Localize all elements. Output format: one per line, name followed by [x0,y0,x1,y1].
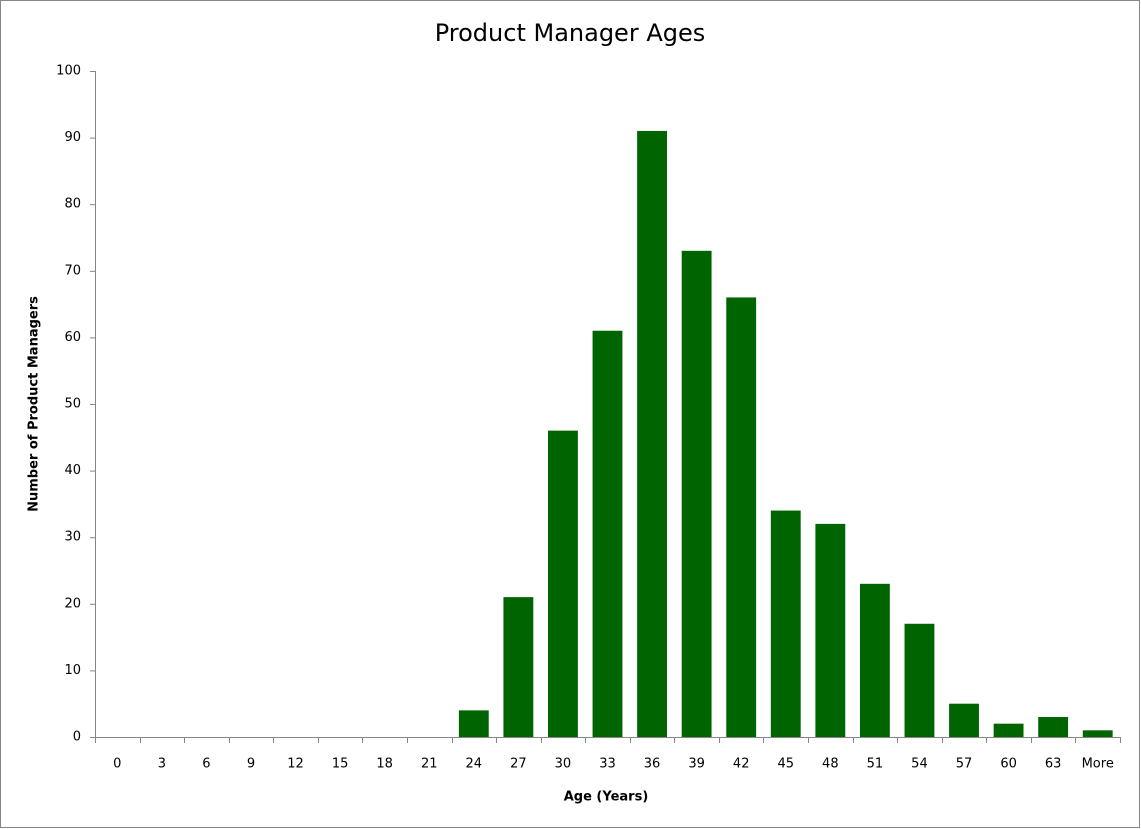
x-tick-label: 48 [822,757,839,772]
x-tick-label: 54 [911,757,928,772]
bar [458,710,489,737]
bar [1082,730,1113,737]
bar [726,297,757,737]
x-tick-label: 9 [247,757,255,772]
y-tick-label: 0 [73,730,81,745]
x-tick-label: 18 [376,757,393,772]
x-tick-label: 15 [332,757,349,772]
x-tick-label: 63 [1045,757,1062,772]
x-tick-label: 21 [421,757,438,772]
y-tick-label: 10 [64,663,81,678]
x-tick-label: 57 [956,757,973,772]
bar [815,523,846,737]
bar [904,623,935,737]
x-tick-label: More [1082,757,1114,772]
x-tick-label: 3 [158,757,166,772]
x-tick-label: 0 [113,757,121,772]
y-tick-label: 80 [64,197,81,212]
x-tick-label: 51 [867,757,884,772]
bar [993,723,1024,737]
x-tick-label: 12 [287,757,304,772]
bar [681,250,712,737]
x-tick-label: 33 [599,757,616,772]
x-tick-label: 36 [644,757,661,772]
y-tick-label: 70 [64,263,81,278]
bar [548,430,578,737]
y-tick-label: 40 [64,463,81,478]
x-tick-label: 24 [466,757,483,772]
bar [949,703,979,737]
bar [637,130,667,737]
bar [503,597,534,737]
y-tick-label: 20 [64,596,81,611]
bar [859,583,890,737]
bar [592,330,623,737]
x-tick-label: 45 [777,757,794,772]
y-tick-label: 90 [64,130,81,145]
y-axis-title: Number of Product Managers [27,296,42,512]
x-tick-label: 39 [688,757,705,772]
y-tick-label: 100 [56,64,81,79]
x-tick-label: 60 [1000,757,1017,772]
chart-title: Product Manager Ages [435,19,706,47]
bar [1038,717,1069,737]
x-tick-label: 27 [510,757,527,772]
y-tick-label: 50 [64,397,81,412]
x-tick-label: 30 [555,757,572,772]
bar [770,510,801,737]
x-tick-label: 42 [733,757,750,772]
x-axis-title: Age (Years) [564,790,649,805]
y-tick-label: 30 [64,530,81,545]
y-tick-label: 60 [64,330,81,345]
x-tick-label: 6 [202,757,210,772]
